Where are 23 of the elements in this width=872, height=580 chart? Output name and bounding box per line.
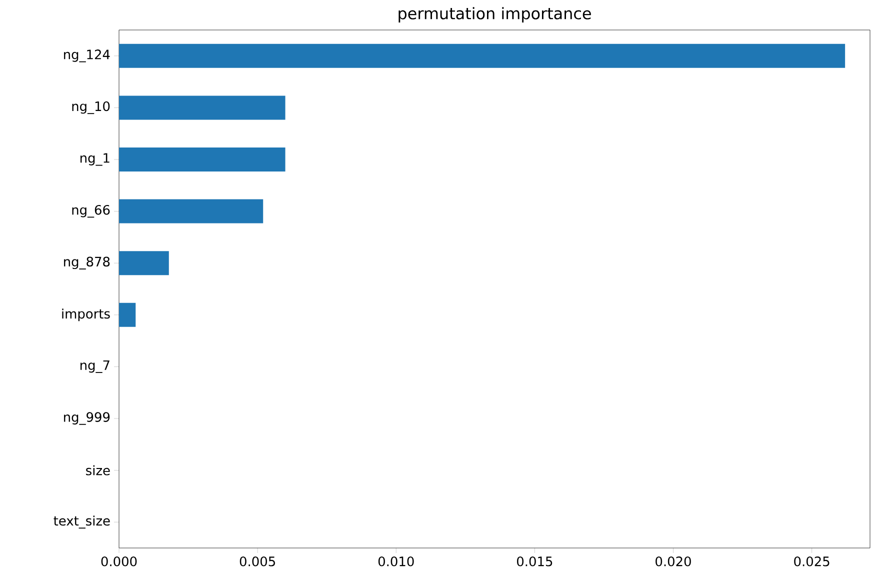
y-tick-label: text_size xyxy=(54,516,110,529)
y-tick-label: ng_7 xyxy=(80,360,110,373)
x-tick-label: 0.015 xyxy=(517,556,552,566)
y-tick-label: ng_999 xyxy=(64,412,110,425)
y-tick-label: ng_1 xyxy=(80,153,110,166)
y-tick-label: size xyxy=(86,465,110,476)
chart-title: permutation importance xyxy=(398,7,591,22)
bar xyxy=(119,96,286,120)
bar xyxy=(119,44,846,68)
y-tick-label: ng_124 xyxy=(64,50,110,62)
x-tick-label: 0.000 xyxy=(101,556,137,566)
y-tick-label: ng_878 xyxy=(64,256,110,270)
bar xyxy=(119,302,136,327)
x-tick-label: 0.020 xyxy=(656,556,691,566)
y-tick-label: ng_10 xyxy=(72,101,110,114)
y-tick-label: imports xyxy=(62,308,110,322)
x-tick-label: 0.010 xyxy=(378,556,414,566)
bar xyxy=(119,147,286,172)
y-tick-label: ng_66 xyxy=(72,204,110,218)
x-tick-label: 0.025 xyxy=(794,556,830,566)
bar xyxy=(119,199,264,224)
x-tick-label: 0.005 xyxy=(240,556,275,566)
bar xyxy=(119,251,169,276)
